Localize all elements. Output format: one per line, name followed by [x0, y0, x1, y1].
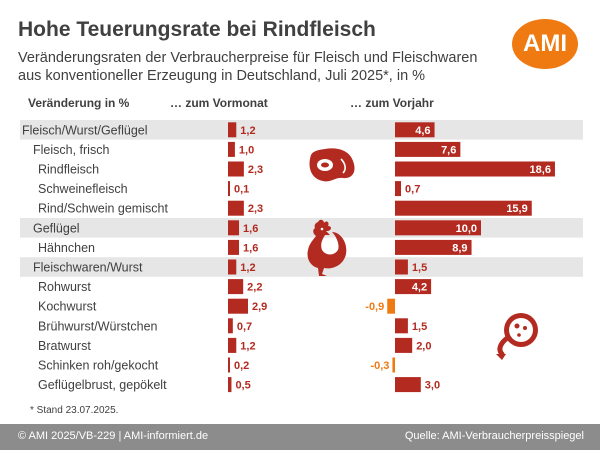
- row-bands: [20, 120, 583, 277]
- year-bar: [395, 337, 413, 353]
- chart-subtitle-line-2: aus konventioneller Erzeugung in Deutsch…: [18, 68, 426, 84]
- category-label: Brühwurst/Würstchen: [38, 319, 158, 333]
- sausage-icon: [496, 313, 538, 360]
- category-column-header: Veränderung in %: [28, 96, 130, 110]
- year-bar: [395, 318, 408, 334]
- category-label: Schinken roh/gekocht: [38, 359, 159, 373]
- month-value-label: 0,7: [237, 321, 252, 333]
- category-labels: Fleisch/Wurst/Geflügel Fleisch, frisch Rin…: [22, 123, 168, 392]
- month-bar: [228, 181, 230, 197]
- year-bar: [395, 122, 435, 138]
- year-value-label: 3,0: [425, 380, 440, 392]
- footer-bar: © AMI 2025/VB-229 | AMI-informiert.de Qu…: [0, 424, 600, 450]
- row-band: [20, 218, 583, 238]
- category-label: Geflügelbrust, gepökelt: [38, 378, 167, 392]
- chart-subtitle-line-1: Veränderungsraten der Verbraucherpreise …: [18, 50, 478, 66]
- category-label: Rind/Schwein gemischt: [38, 202, 168, 216]
- category-label: Fleischwaren/Wurst: [33, 261, 143, 275]
- source-text: Quelle: AMI-Verbraucherpreisspiegel: [404, 430, 584, 442]
- month-value-label: 0,1: [234, 184, 249, 196]
- year-change-bars: 4,6 7,6 18,6 0,7 15,9 10,0 8,9 1,5 4,2 -0,9 1,5 2,0…: [365, 122, 555, 393]
- year-bar-negative: [392, 357, 395, 373]
- year-value-label: 7,6: [441, 144, 456, 156]
- rooster-icon: [307, 219, 347, 276]
- year-bar: [395, 220, 481, 236]
- month-change-bars: 1,2 1,0 2,3 0,1 2,3 1,6 1,6 1,2 2,2 2,90,7 1,2 0,2 0…: [228, 122, 267, 393]
- steak-icon: [309, 148, 355, 182]
- category-label: Schweinefleisch: [38, 182, 128, 196]
- year-value-label: -0,3: [370, 360, 389, 372]
- year-column-header: … zum Vorjahr: [350, 96, 434, 110]
- year-bar: [395, 161, 555, 177]
- month-bar: [228, 220, 240, 236]
- month-bar: [228, 279, 244, 295]
- year-bar: [395, 259, 408, 275]
- year-value-label: 0,7: [405, 184, 420, 196]
- month-value-label: 2,3: [248, 203, 263, 215]
- year-value-label: 1,5: [412, 321, 427, 333]
- year-value-label: 4,6: [415, 125, 430, 137]
- category-label: Hähnchen: [38, 241, 95, 255]
- year-bar: [395, 279, 432, 295]
- month-value-label: 2,9: [252, 301, 267, 313]
- month-bar: [228, 357, 230, 373]
- category-label: Rohwurst: [38, 280, 91, 294]
- month-column-header: … zum Vormonat: [170, 96, 268, 110]
- category-label: Rindfleisch: [38, 163, 99, 177]
- year-bar: [395, 200, 532, 216]
- year-bar: [395, 239, 472, 255]
- category-label: Bratwurst: [38, 339, 91, 353]
- year-value-label: 10,0: [456, 223, 477, 235]
- bar-chart: Fleisch/Wurst/Geflügel Fleisch, frisch Rin…: [20, 120, 583, 393]
- month-bar: [228, 141, 235, 157]
- month-bar: [228, 122, 237, 138]
- month-bar: [228, 318, 233, 334]
- month-value-label: 1,2: [240, 262, 255, 274]
- month-bar: [228, 259, 237, 275]
- category-label: Geflügel: [33, 221, 80, 235]
- month-value-label: 1,2: [240, 125, 255, 137]
- month-bar: [228, 239, 240, 255]
- year-bar-negative: [387, 298, 395, 314]
- month-value-label: 2,2: [247, 282, 262, 294]
- year-bar: [395, 377, 421, 393]
- month-value-label: 1,6: [243, 242, 258, 254]
- category-label: Fleisch/Wurst/Geflügel: [22, 123, 148, 137]
- year-bar: [395, 141, 461, 157]
- footnote: * Stand 23.07.2025.: [30, 405, 119, 416]
- month-value-label: 1,0: [239, 144, 254, 156]
- month-bar: [228, 298, 249, 314]
- year-bar: [395, 181, 402, 197]
- year-value-label: 4,2: [412, 282, 427, 294]
- row-band: [20, 120, 583, 140]
- year-value-label: 18,6: [530, 164, 551, 176]
- category-label: Fleisch, frisch: [33, 143, 109, 157]
- category-label: Kochwurst: [38, 300, 97, 314]
- month-value-label: 1,2: [240, 340, 255, 352]
- month-bar: [228, 337, 237, 353]
- chart-title: Hohe Teuerungsrate bei Rindfleisch: [18, 18, 376, 41]
- year-value-label: 1,5: [412, 262, 427, 274]
- year-value-label: 2,0: [416, 340, 431, 352]
- month-value-label: 0,5: [235, 380, 250, 392]
- month-value-label: 0,2: [234, 360, 249, 372]
- month-bar: [228, 161, 244, 177]
- month-bar: [228, 200, 244, 216]
- year-value-label: 8,9: [452, 242, 467, 254]
- year-value-label: -0,9: [365, 301, 384, 313]
- row-band: [20, 257, 583, 277]
- month-bar: [228, 377, 232, 393]
- month-value-label: 2,3: [248, 164, 263, 176]
- ami-logo: AMI: [512, 19, 578, 69]
- year-value-label: 15,9: [506, 203, 527, 215]
- month-value-label: 1,6: [243, 223, 258, 235]
- copyright-text: © AMI 2025/VB-229 | AMI-informiert.de: [18, 430, 209, 442]
